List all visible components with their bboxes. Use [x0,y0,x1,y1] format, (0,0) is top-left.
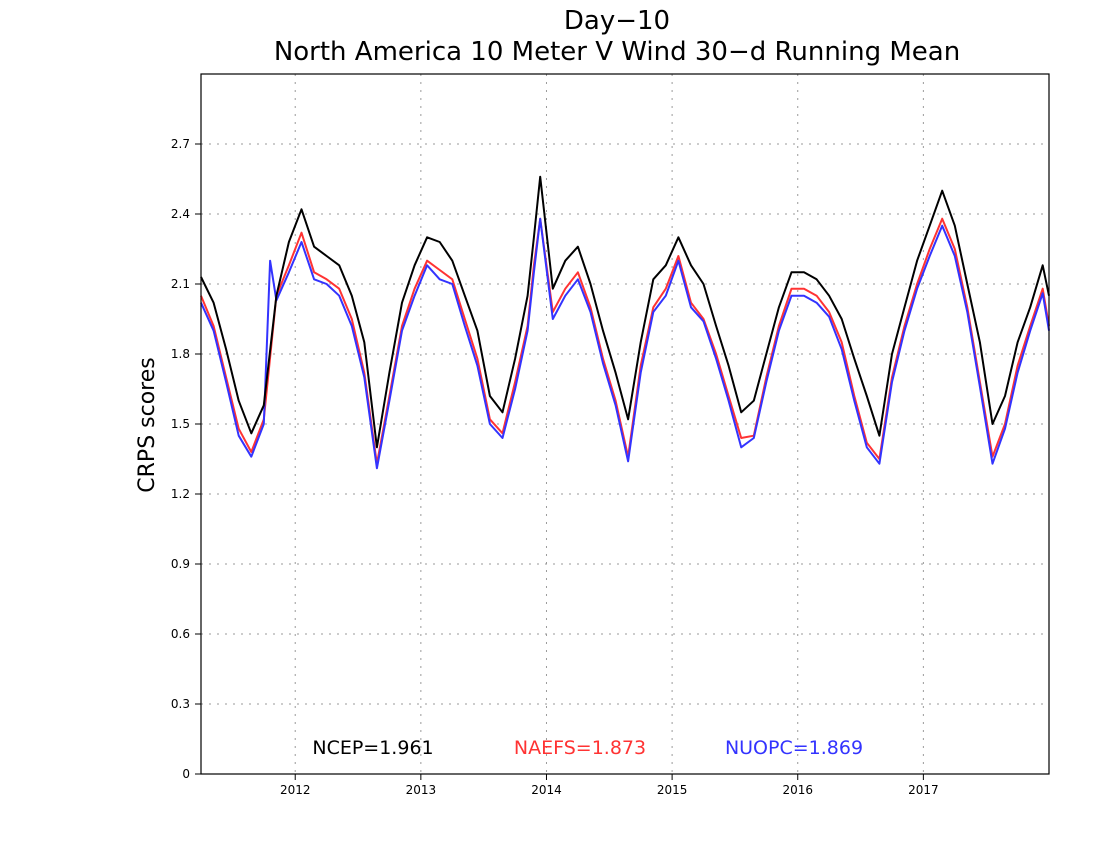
x-tick-label: 2017 [908,783,939,797]
chart-subtitle: North America 10 Meter V Wind 30−d Runni… [274,37,960,67]
y-tick-label: 0.3 [171,697,190,711]
x-tick-label: 2015 [657,783,688,797]
score-label: NCEP=1.961 [312,737,433,759]
chart-title: Day−10 [564,6,670,36]
y-tick-label: 2.7 [171,137,190,151]
x-tick-label: 2014 [531,783,562,797]
series-line-nuopc [200,217,1050,470]
y-ticks: 0 0.3 0.6 0.9 1.2 1.5 1.8 2.1 2.4 2.7 [171,137,201,781]
y-tick-label: 1.5 [171,417,190,431]
y-axis-label: CRPS scores [135,357,160,492]
series-line-ncep [200,175,1050,449]
score-label: NUOPC=1.869 [725,737,863,759]
y-tick-label: 2.1 [171,277,190,291]
grid [201,74,1049,775]
x-tick-label: 2013 [406,783,437,797]
x-tick-label: 2016 [782,783,813,797]
y-tick-label: 1.2 [171,487,190,501]
y-tick-label: 0.6 [171,627,190,641]
x-tick-label: 2012 [280,783,311,797]
y-tick-label: 0.9 [171,557,190,571]
score-legend: NCEP=1.961 NAEFS=1.873 NUOPC=1.869 [312,737,863,759]
x-ticks: 2012 2013 2014 2015 2016 2017 [280,774,939,797]
series-layer [200,175,1050,470]
series-line-naefs [200,217,1050,465]
y-tick-label: 2.4 [171,207,190,221]
score-label: NAEFS=1.873 [514,737,646,759]
y-tick-label: 0 [182,767,190,781]
y-tick-label: 1.8 [171,347,190,361]
